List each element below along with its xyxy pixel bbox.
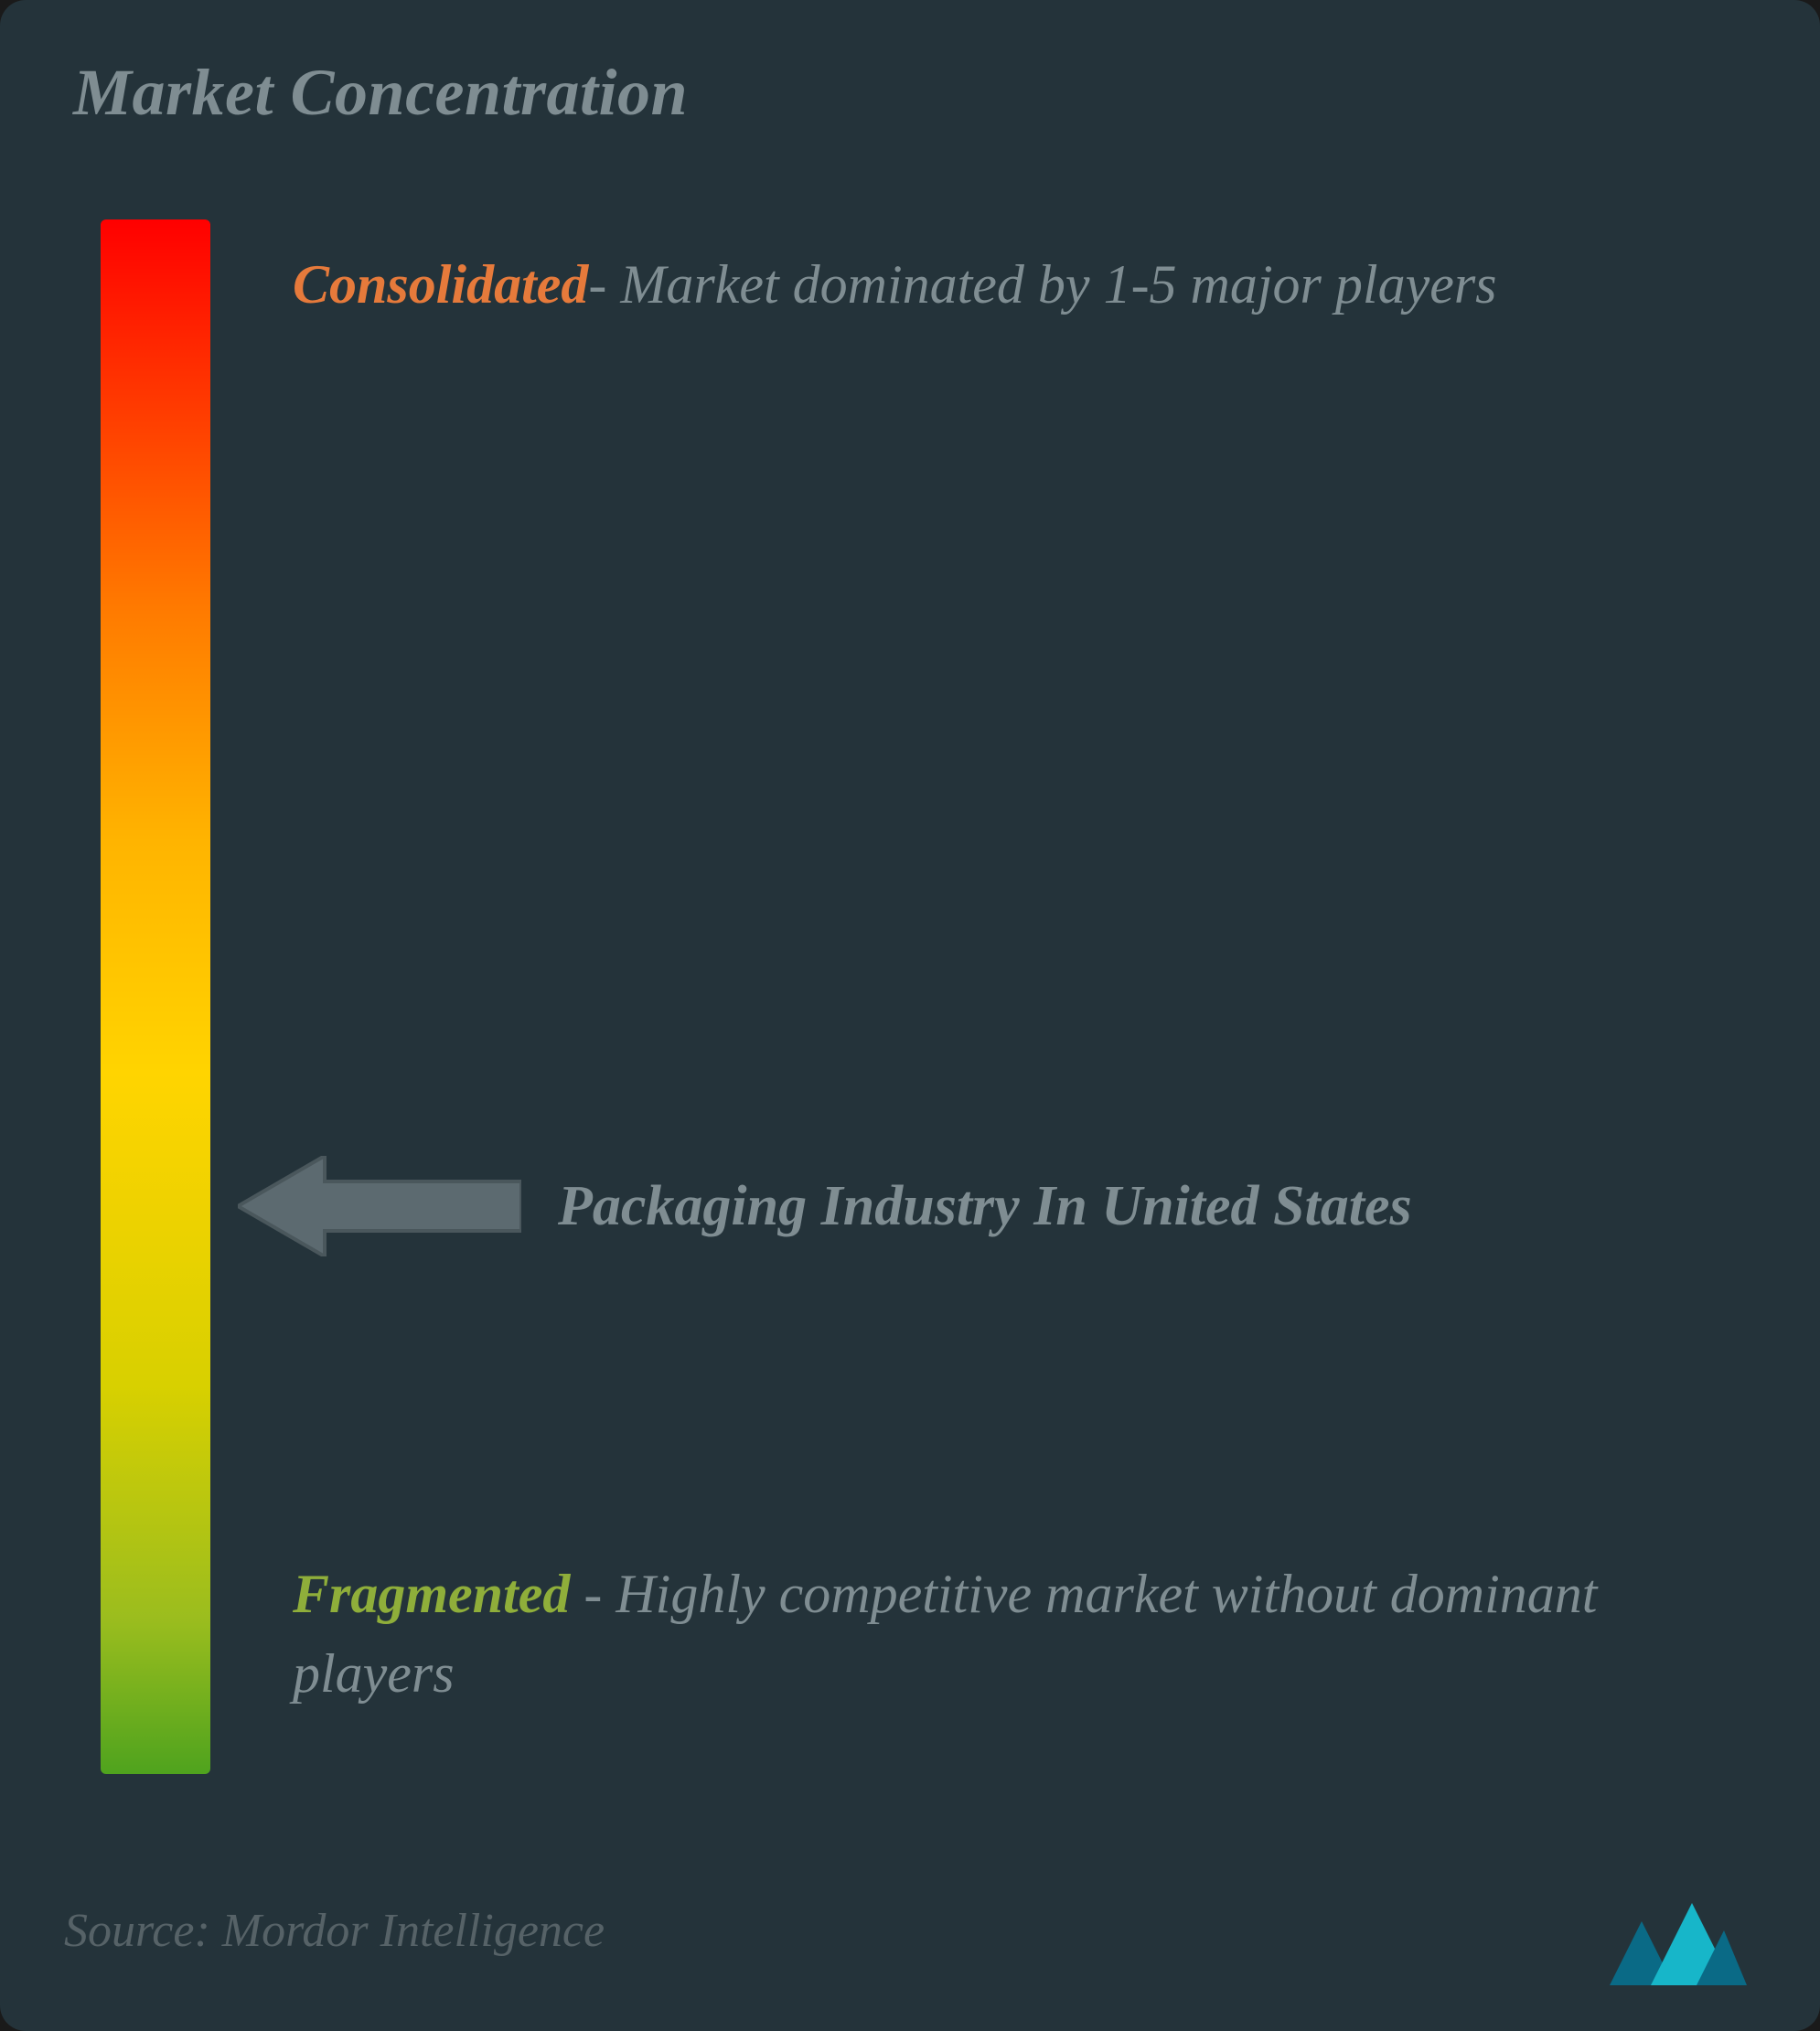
consolidated-desc: - Market dominated by 1-5 major players (588, 254, 1496, 315)
source-attribution: Source: Mordor Intelligence (64, 1904, 605, 1958)
consolidated-lead: Consolidated (293, 254, 588, 315)
brand-logo-icon (1610, 1894, 1747, 1985)
pointer-arrow-icon (238, 1156, 521, 1256)
consolidated-label: Consolidated- Market dominated by 1-5 ma… (293, 245, 1710, 325)
fragmented-lead: Fragmented (293, 1564, 570, 1624)
concentration-card: Market Concentration Consolidated- Marke… (0, 0, 1820, 2031)
fragmented-label: Fragmented - Highly competitive market w… (293, 1555, 1710, 1714)
market-pointer-label: Packaging Industry In United States (558, 1169, 1564, 1245)
market-pointer: Packaging Industry In United States (238, 1130, 1564, 1283)
concentration-gradient-bar (101, 219, 210, 1774)
card-title: Market Concentration (73, 55, 688, 131)
